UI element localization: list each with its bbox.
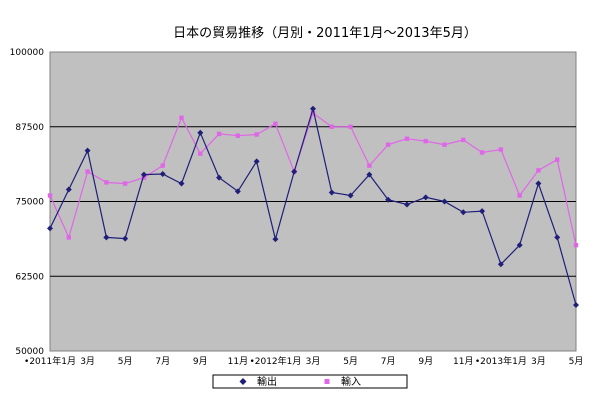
- data-point-exports: [122, 235, 129, 242]
- data-point-imports: [235, 133, 241, 138]
- x-tick-label: 11月: [453, 356, 473, 367]
- data-point-imports: [198, 151, 203, 156]
- data-point-imports: [216, 131, 222, 137]
- data-point-imports: [385, 142, 391, 147]
- data-point-imports: [555, 157, 560, 162]
- data-point-exports: [178, 180, 185, 187]
- data-point-imports: [160, 163, 165, 168]
- y-tick-label: 50000: [15, 347, 44, 357]
- x-axis-ticks: •2011年1月 3月 5月 7月 9月 11月 •2012年1月 3月 5月 7月 9月 11月 •2…: [24, 355, 583, 367]
- x-tick-label: 9月: [193, 356, 208, 367]
- y-tick-label: 75000: [15, 198, 44, 208]
- data-point-imports: [461, 137, 466, 143]
- data-point-exports: [216, 174, 223, 181]
- x-tick-label: 9月: [418, 356, 433, 367]
- data-point-exports: [422, 194, 429, 201]
- data-point-exports: [441, 198, 448, 205]
- data-point-exports: [291, 168, 298, 175]
- legend: 輸出 輸入: [239, 375, 361, 388]
- data-point-exports: [366, 171, 373, 178]
- data-point-imports: [66, 235, 71, 240]
- data-point-imports: [310, 110, 316, 116]
- x-tick-label: 3月: [80, 356, 95, 367]
- data-point-imports: [442, 142, 447, 147]
- legend-label: 輸出: [257, 375, 277, 388]
- data-point-imports: [122, 181, 128, 186]
- x-tick-label: 7月: [155, 356, 170, 367]
- data-point-exports: [234, 188, 241, 195]
- x-tick-label: 11月: [228, 356, 248, 367]
- legend-box: [212, 374, 408, 389]
- legend-marker-exports: [239, 378, 247, 385]
- data-point-exports: [554, 234, 561, 241]
- data-point-exports: [47, 225, 53, 232]
- data-point-exports: [385, 196, 392, 203]
- legend-marker-imports: [324, 379, 330, 384]
- data-point-exports: [460, 209, 467, 216]
- y-tick-label: 100000: [10, 48, 45, 58]
- x-tick-label: 5月: [343, 356, 358, 367]
- data-point-imports: [348, 124, 353, 129]
- data-point-imports: [104, 180, 109, 185]
- y-tick-label: 87500: [15, 123, 44, 133]
- data-point-exports: [84, 147, 91, 154]
- data-point-imports: [254, 132, 259, 137]
- data-point-exports: [310, 105, 316, 112]
- data-point-imports: [517, 193, 522, 198]
- data-point-exports: [140, 171, 147, 178]
- data-point-imports: [367, 163, 372, 168]
- data-point-imports: [498, 147, 504, 152]
- x-tick-label: •2011年1月: [24, 355, 76, 367]
- data-point-imports: [536, 168, 541, 173]
- data-point-exports: [573, 301, 579, 308]
- data-point-exports: [535, 180, 542, 187]
- y-tick-label: 62500: [15, 272, 44, 282]
- x-tick-label: 3月: [306, 356, 321, 367]
- data-point-imports: [404, 136, 410, 141]
- gridlines: [50, 126, 576, 277]
- data-point-imports: [573, 242, 579, 248]
- data-point-exports: [197, 129, 204, 136]
- data-point-imports: [273, 121, 278, 126]
- data-point-exports: [516, 242, 523, 249]
- data-point-imports: [85, 169, 90, 174]
- x-tick-label: 5月: [118, 356, 133, 367]
- data-point-imports: [179, 115, 184, 120]
- series-layer: [47, 105, 579, 308]
- x-tick-label: 3月: [531, 356, 546, 367]
- x-tick-label: 7月: [381, 356, 396, 367]
- x-tick-label: •2012年1月: [249, 355, 301, 367]
- x-tick-label: •2013年1月: [475, 355, 527, 367]
- data-point-imports: [329, 124, 334, 129]
- data-point-exports: [65, 186, 72, 193]
- legend-label: 輸入: [341, 375, 361, 388]
- data-point-exports: [272, 236, 279, 243]
- data-point-exports: [253, 158, 260, 165]
- data-point-exports: [497, 261, 504, 268]
- data-point-exports: [479, 208, 486, 215]
- chart-title: 日本の貿易推移（月別・2011年1月〜2013年5月）: [173, 26, 477, 41]
- data-point-exports: [159, 170, 166, 177]
- data-point-imports: [47, 193, 53, 198]
- data-point-exports: [403, 201, 410, 208]
- data-point-exports: [103, 234, 110, 241]
- data-point-imports: [423, 138, 428, 144]
- data-point-imports: [479, 150, 485, 155]
- data-point-exports: [347, 192, 354, 199]
- x-tick-label: 5月: [569, 356, 584, 367]
- data-point-exports: [328, 189, 335, 196]
- y-axis-ticks: 100000 87500 75000 62500 50000: [10, 48, 45, 357]
